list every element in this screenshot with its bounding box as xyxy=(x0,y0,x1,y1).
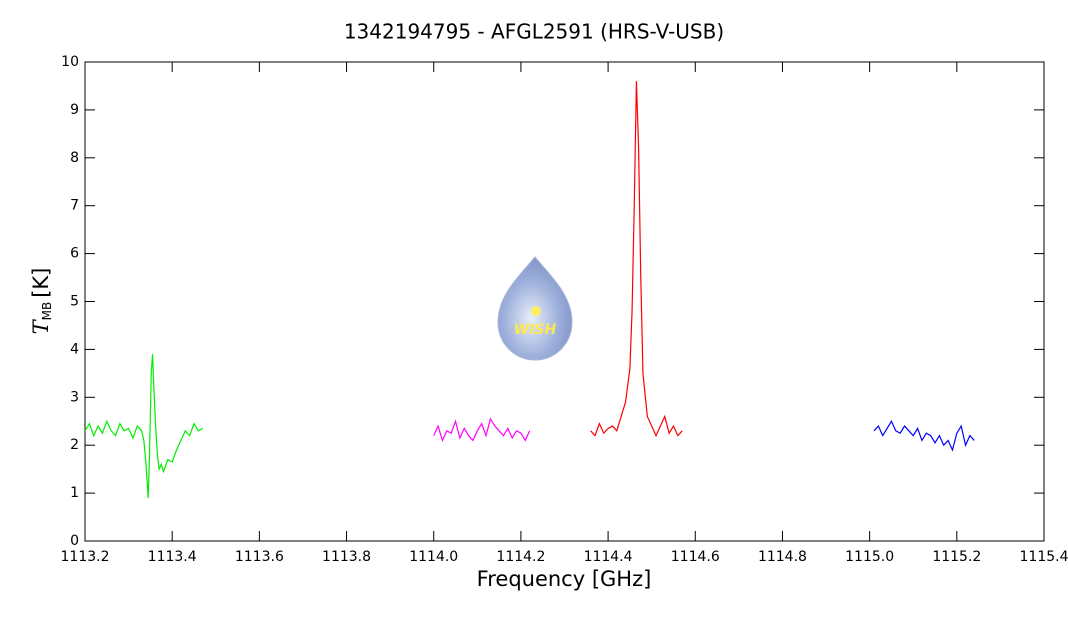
x-tick-label: 1113.8 xyxy=(322,549,371,565)
x-tick-label: 1113.4 xyxy=(148,549,197,565)
y-tick-label: 9 xyxy=(70,102,79,118)
logo: WISH xyxy=(497,256,573,361)
spectrum-line xyxy=(590,81,683,438)
logo-star xyxy=(531,306,541,316)
y-tick-label: 8 xyxy=(70,150,79,166)
x-tick-label: 1113.6 xyxy=(235,549,284,565)
logo-text: WISH xyxy=(514,322,557,338)
y-tick-label: 0 xyxy=(70,533,79,549)
chart-title: 1342194795 - AFGL2591 (HRS-V-USB) xyxy=(344,20,724,44)
y-tick-label: 3 xyxy=(70,389,79,405)
x-tick-label: 1114.4 xyxy=(584,549,633,565)
spectrum-line xyxy=(84,354,203,498)
x-tick-label: 1115.0 xyxy=(845,549,894,565)
x-tick-label: 1114.8 xyxy=(758,549,807,565)
y-tick-label: 10 xyxy=(61,54,79,70)
x-axis-label: Frequency [GHz] xyxy=(477,567,652,591)
x-tick-label: 1114.6 xyxy=(671,549,720,565)
y-axis-label: TMB [K] xyxy=(29,268,54,335)
x-tick-label: 1113.2 xyxy=(61,549,110,565)
y-tick-label: 6 xyxy=(70,246,79,262)
x-tick-label: 1115.2 xyxy=(932,549,981,565)
y-label-symbol: T xyxy=(29,318,53,334)
x-tick-label: 1114.0 xyxy=(409,549,458,565)
y-tick-label: 7 xyxy=(70,198,79,214)
y-tick-label: 5 xyxy=(70,294,79,310)
x-tick-label: 1115.4 xyxy=(1020,549,1068,565)
x-tick-label: 1114.2 xyxy=(496,549,545,565)
y-label-subscript: MB xyxy=(40,302,54,321)
spectrum-line xyxy=(873,419,975,452)
y-tick-label: 1 xyxy=(70,485,79,501)
spectrum-line xyxy=(433,417,531,443)
y-tick-label: 4 xyxy=(70,341,79,357)
y-tick-label: 2 xyxy=(70,437,79,453)
y-label-unit: [K] xyxy=(29,268,53,298)
